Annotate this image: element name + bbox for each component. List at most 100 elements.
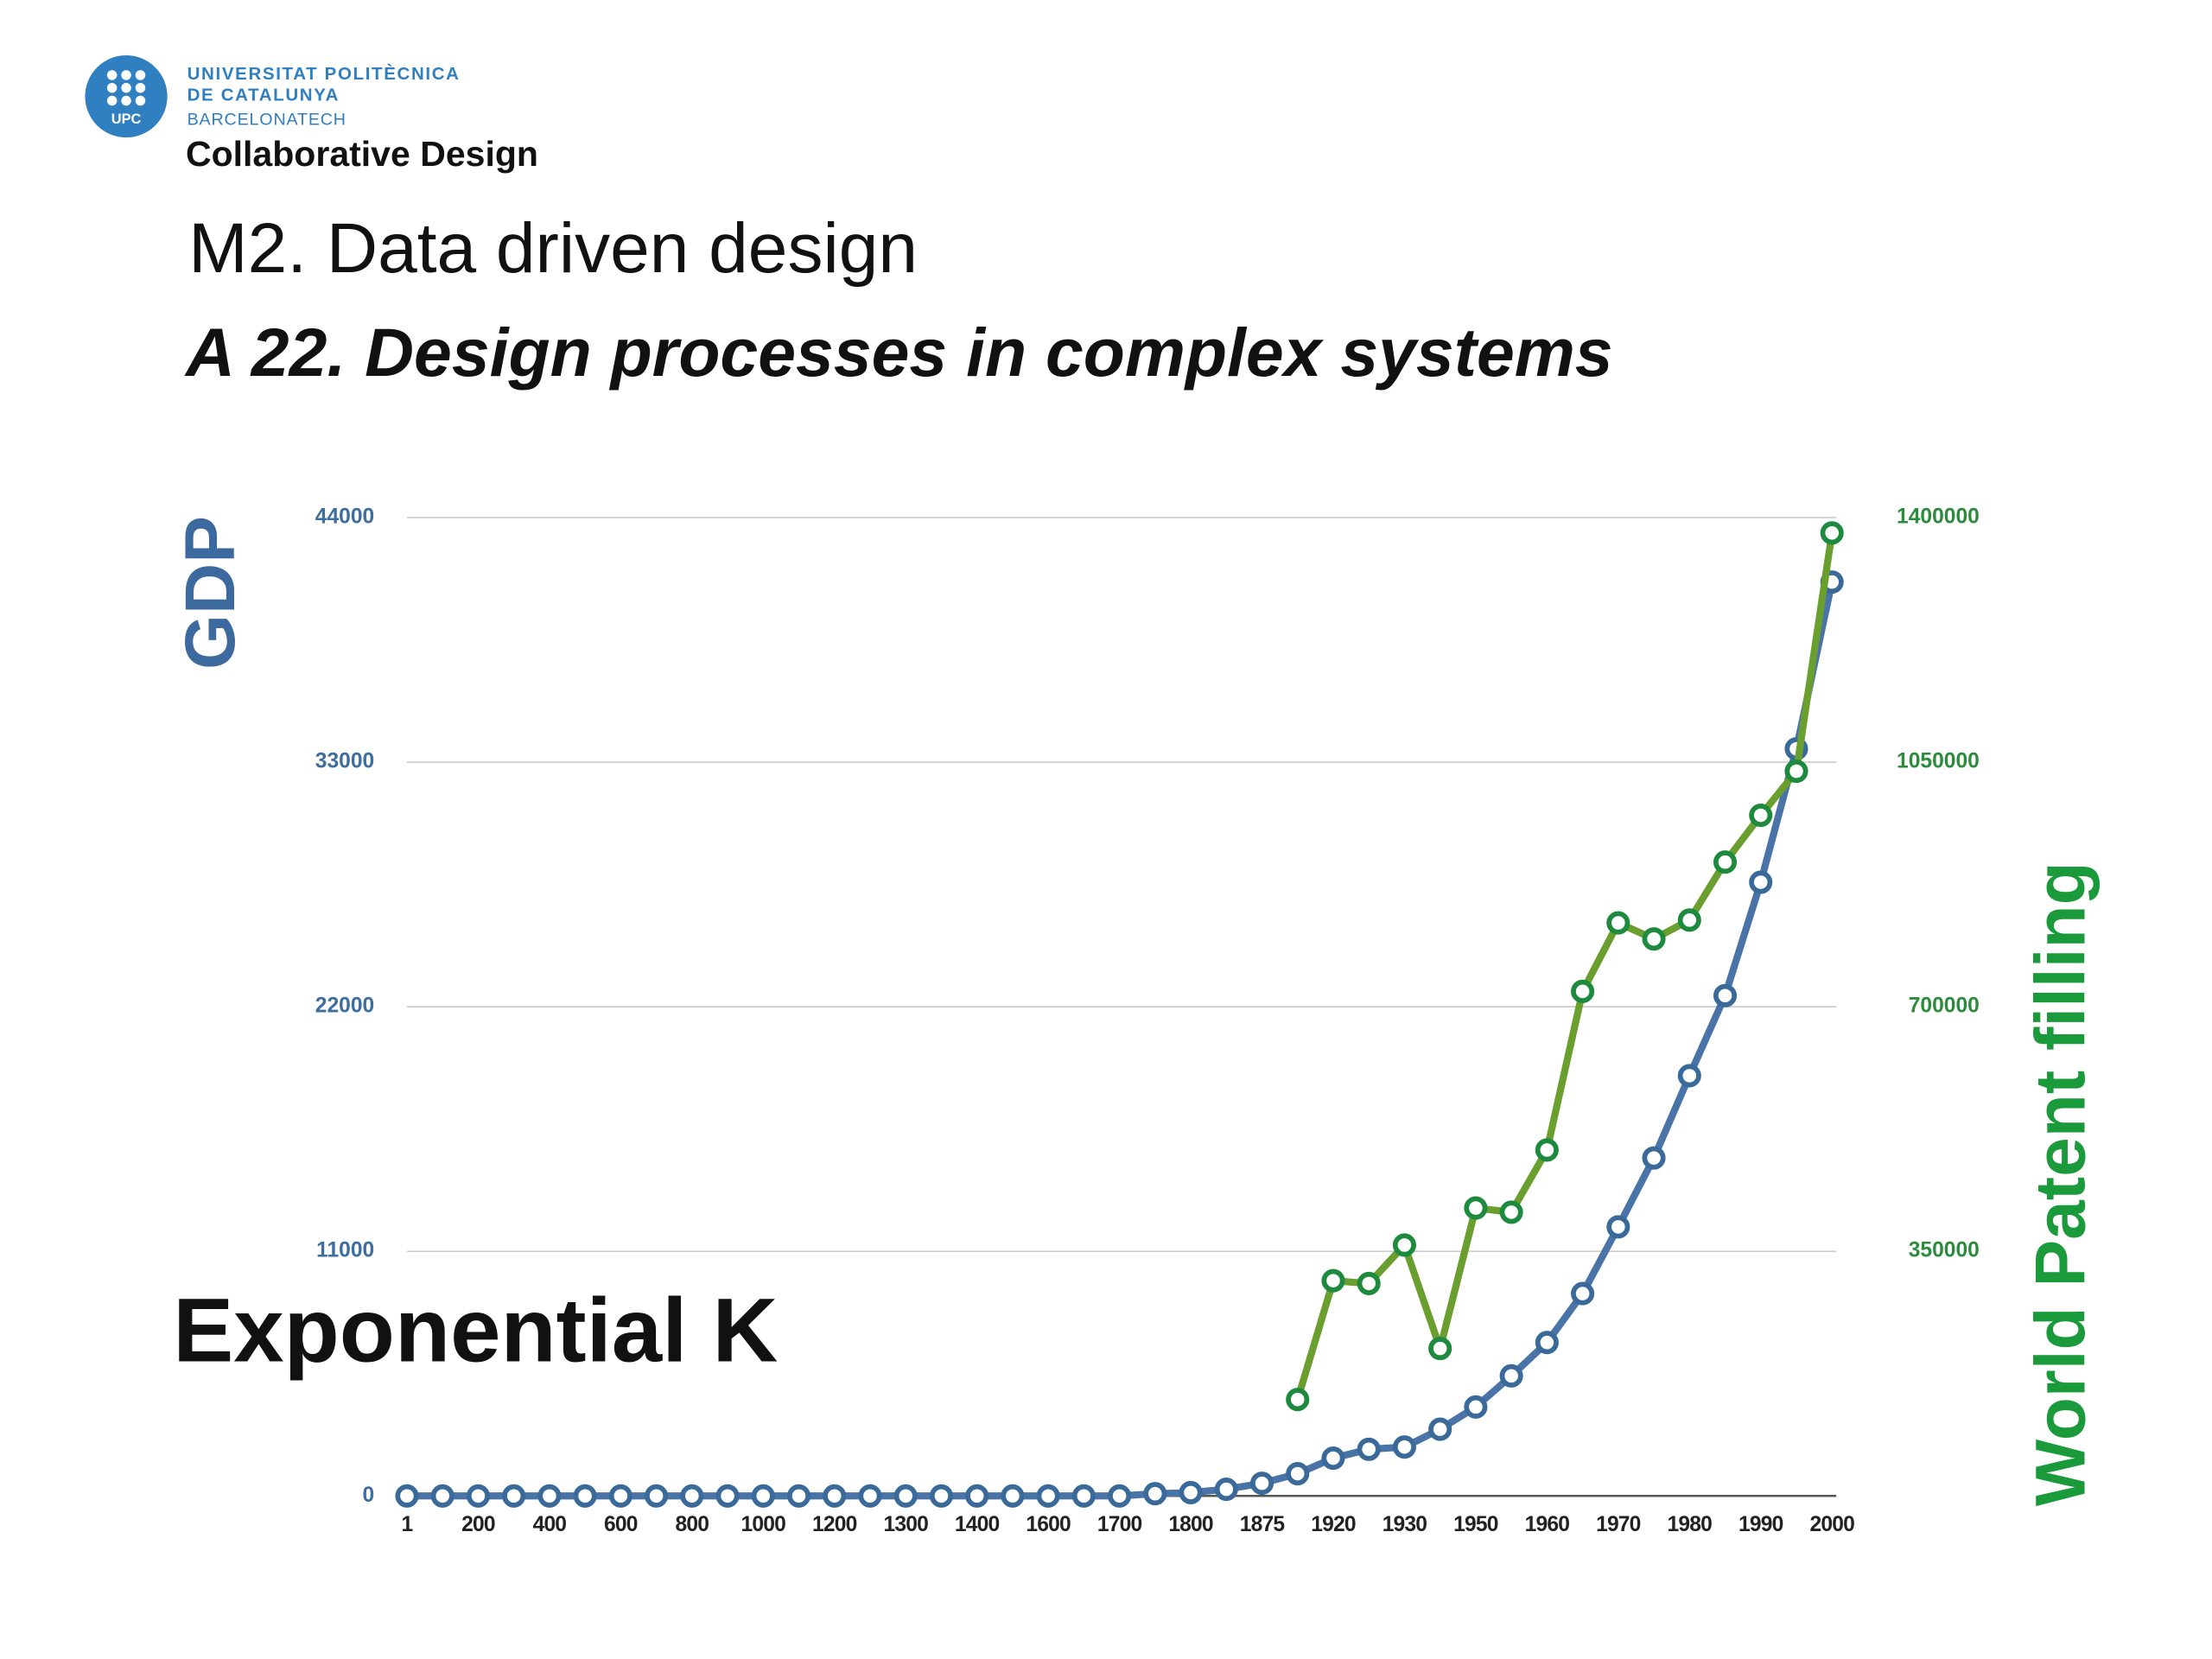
y-tick-label: 11000 bbox=[316, 1239, 374, 1262]
data-point bbox=[537, 1484, 562, 1508]
data-point bbox=[929, 1484, 953, 1508]
data-point bbox=[430, 1484, 454, 1508]
data-point bbox=[1535, 1138, 1559, 1162]
data-point bbox=[1713, 983, 1738, 1007]
data-point bbox=[893, 1484, 918, 1508]
series-line bbox=[1294, 532, 1836, 1401]
data-point bbox=[1286, 1462, 1310, 1486]
data-point bbox=[1071, 1484, 1096, 1508]
x-tick-label: 1920 bbox=[1311, 1513, 1356, 1536]
course-name: Collaborative Design bbox=[186, 134, 538, 174]
data-point bbox=[1179, 1480, 1203, 1504]
data-point bbox=[1820, 521, 1844, 545]
data-point bbox=[1677, 908, 1701, 932]
data-point bbox=[1321, 1446, 1345, 1471]
data-point bbox=[965, 1484, 989, 1508]
annotation: Exponential K bbox=[173, 1280, 778, 1381]
data-point bbox=[1108, 1484, 1132, 1508]
data-point bbox=[823, 1484, 847, 1508]
data-point bbox=[715, 1484, 740, 1508]
x-tick-label: 1960 bbox=[1525, 1513, 1570, 1536]
data-point bbox=[1357, 1271, 1381, 1295]
data-point bbox=[1784, 760, 1808, 784]
data-point bbox=[1677, 1064, 1701, 1088]
data-point bbox=[1571, 979, 1595, 1003]
y2-tick-label: 1050000 bbox=[1897, 750, 1980, 773]
y2-axis-title: World Patent filling bbox=[2021, 861, 2100, 1506]
logo: UPC UNIVERSITAT POLITÈCNICA DE CATALUNYA… bbox=[85, 55, 461, 138]
x-tick-label: 1950 bbox=[1453, 1513, 1498, 1536]
x-tick-label: 1300 bbox=[883, 1513, 928, 1536]
data-point bbox=[1464, 1395, 1488, 1419]
logo-line: UNIVERSITAT POLITÈCNICA bbox=[188, 64, 461, 84]
y2-tick-label: 350000 bbox=[1909, 1239, 1980, 1262]
data-point bbox=[751, 1484, 775, 1508]
data-point bbox=[1642, 927, 1666, 951]
logo-line: BARCELONATECH bbox=[188, 110, 346, 129]
data-point bbox=[1606, 911, 1630, 935]
data-point bbox=[1143, 1482, 1167, 1506]
y-tick-label: 22000 bbox=[315, 995, 374, 1018]
slide-subtitle: A 22. Design processes in complex system… bbox=[184, 315, 1613, 391]
data-point bbox=[858, 1484, 882, 1508]
data-point bbox=[395, 1484, 419, 1508]
x-tick-label: 400 bbox=[533, 1513, 567, 1536]
data-point bbox=[1392, 1435, 1416, 1459]
y2-tick-label: 1400000 bbox=[1897, 505, 1980, 528]
data-point bbox=[1357, 1437, 1381, 1461]
data-point bbox=[645, 1484, 669, 1508]
data-point bbox=[1428, 1337, 1452, 1361]
data-point bbox=[1749, 870, 1773, 894]
data-point bbox=[1214, 1478, 1238, 1502]
data-point bbox=[1392, 1233, 1416, 1257]
logo-line: DE CATALUNYA bbox=[188, 86, 340, 105]
data-point bbox=[1001, 1484, 1025, 1508]
data-point bbox=[1036, 1484, 1060, 1508]
data-point bbox=[1499, 1200, 1523, 1224]
data-point bbox=[573, 1484, 597, 1508]
x-tick-label: 1800 bbox=[1168, 1513, 1213, 1536]
data-point bbox=[608, 1484, 632, 1508]
x-tick-label: 600 bbox=[604, 1513, 638, 1536]
data-point bbox=[1713, 850, 1738, 874]
x-tick-label: 1000 bbox=[741, 1513, 786, 1536]
x-tick-label: 1990 bbox=[1738, 1513, 1783, 1536]
logo-mark: UPC bbox=[111, 111, 142, 127]
slide-title: M2. Data driven design bbox=[188, 209, 918, 288]
data-point bbox=[1606, 1215, 1630, 1239]
x-tick-label: 1875 bbox=[1240, 1513, 1285, 1536]
x-tick-label: 1400 bbox=[955, 1513, 1000, 1536]
x-tick-label: 800 bbox=[676, 1513, 709, 1536]
data-point bbox=[1749, 803, 1773, 828]
data-point bbox=[1321, 1268, 1345, 1293]
x-tick-label: 1980 bbox=[1668, 1513, 1713, 1536]
x-tick-label: 1700 bbox=[1097, 1513, 1142, 1536]
x-tick-label: 1930 bbox=[1382, 1513, 1427, 1536]
x-tick-label: 1970 bbox=[1596, 1513, 1641, 1536]
x-tick-label: 1600 bbox=[1026, 1513, 1071, 1536]
data-point bbox=[1642, 1146, 1666, 1170]
x-tick-label: 1 bbox=[402, 1513, 413, 1536]
y-tick-label: 0 bbox=[363, 1484, 375, 1507]
data-point bbox=[1464, 1196, 1488, 1220]
data-point bbox=[502, 1484, 526, 1508]
data-point bbox=[680, 1484, 704, 1508]
y-tick-label: 44000 bbox=[315, 505, 374, 528]
y2-tick-label: 700000 bbox=[1909, 995, 1980, 1018]
data-point bbox=[1428, 1417, 1452, 1441]
data-point bbox=[786, 1484, 811, 1508]
data-point bbox=[1535, 1331, 1559, 1355]
data-point bbox=[1249, 1471, 1274, 1496]
data-point bbox=[1499, 1363, 1523, 1388]
x-tick-label: 200 bbox=[461, 1513, 495, 1536]
y-tick-label: 33000 bbox=[315, 750, 374, 773]
data-point bbox=[1571, 1281, 1595, 1306]
y-axis-title: GDP bbox=[171, 516, 250, 670]
x-tick-label: 2000 bbox=[1809, 1513, 1854, 1536]
logo-dots bbox=[106, 70, 146, 106]
data-point bbox=[1286, 1388, 1310, 1412]
x-tick-label: 1200 bbox=[812, 1513, 857, 1536]
data-point bbox=[466, 1484, 490, 1508]
